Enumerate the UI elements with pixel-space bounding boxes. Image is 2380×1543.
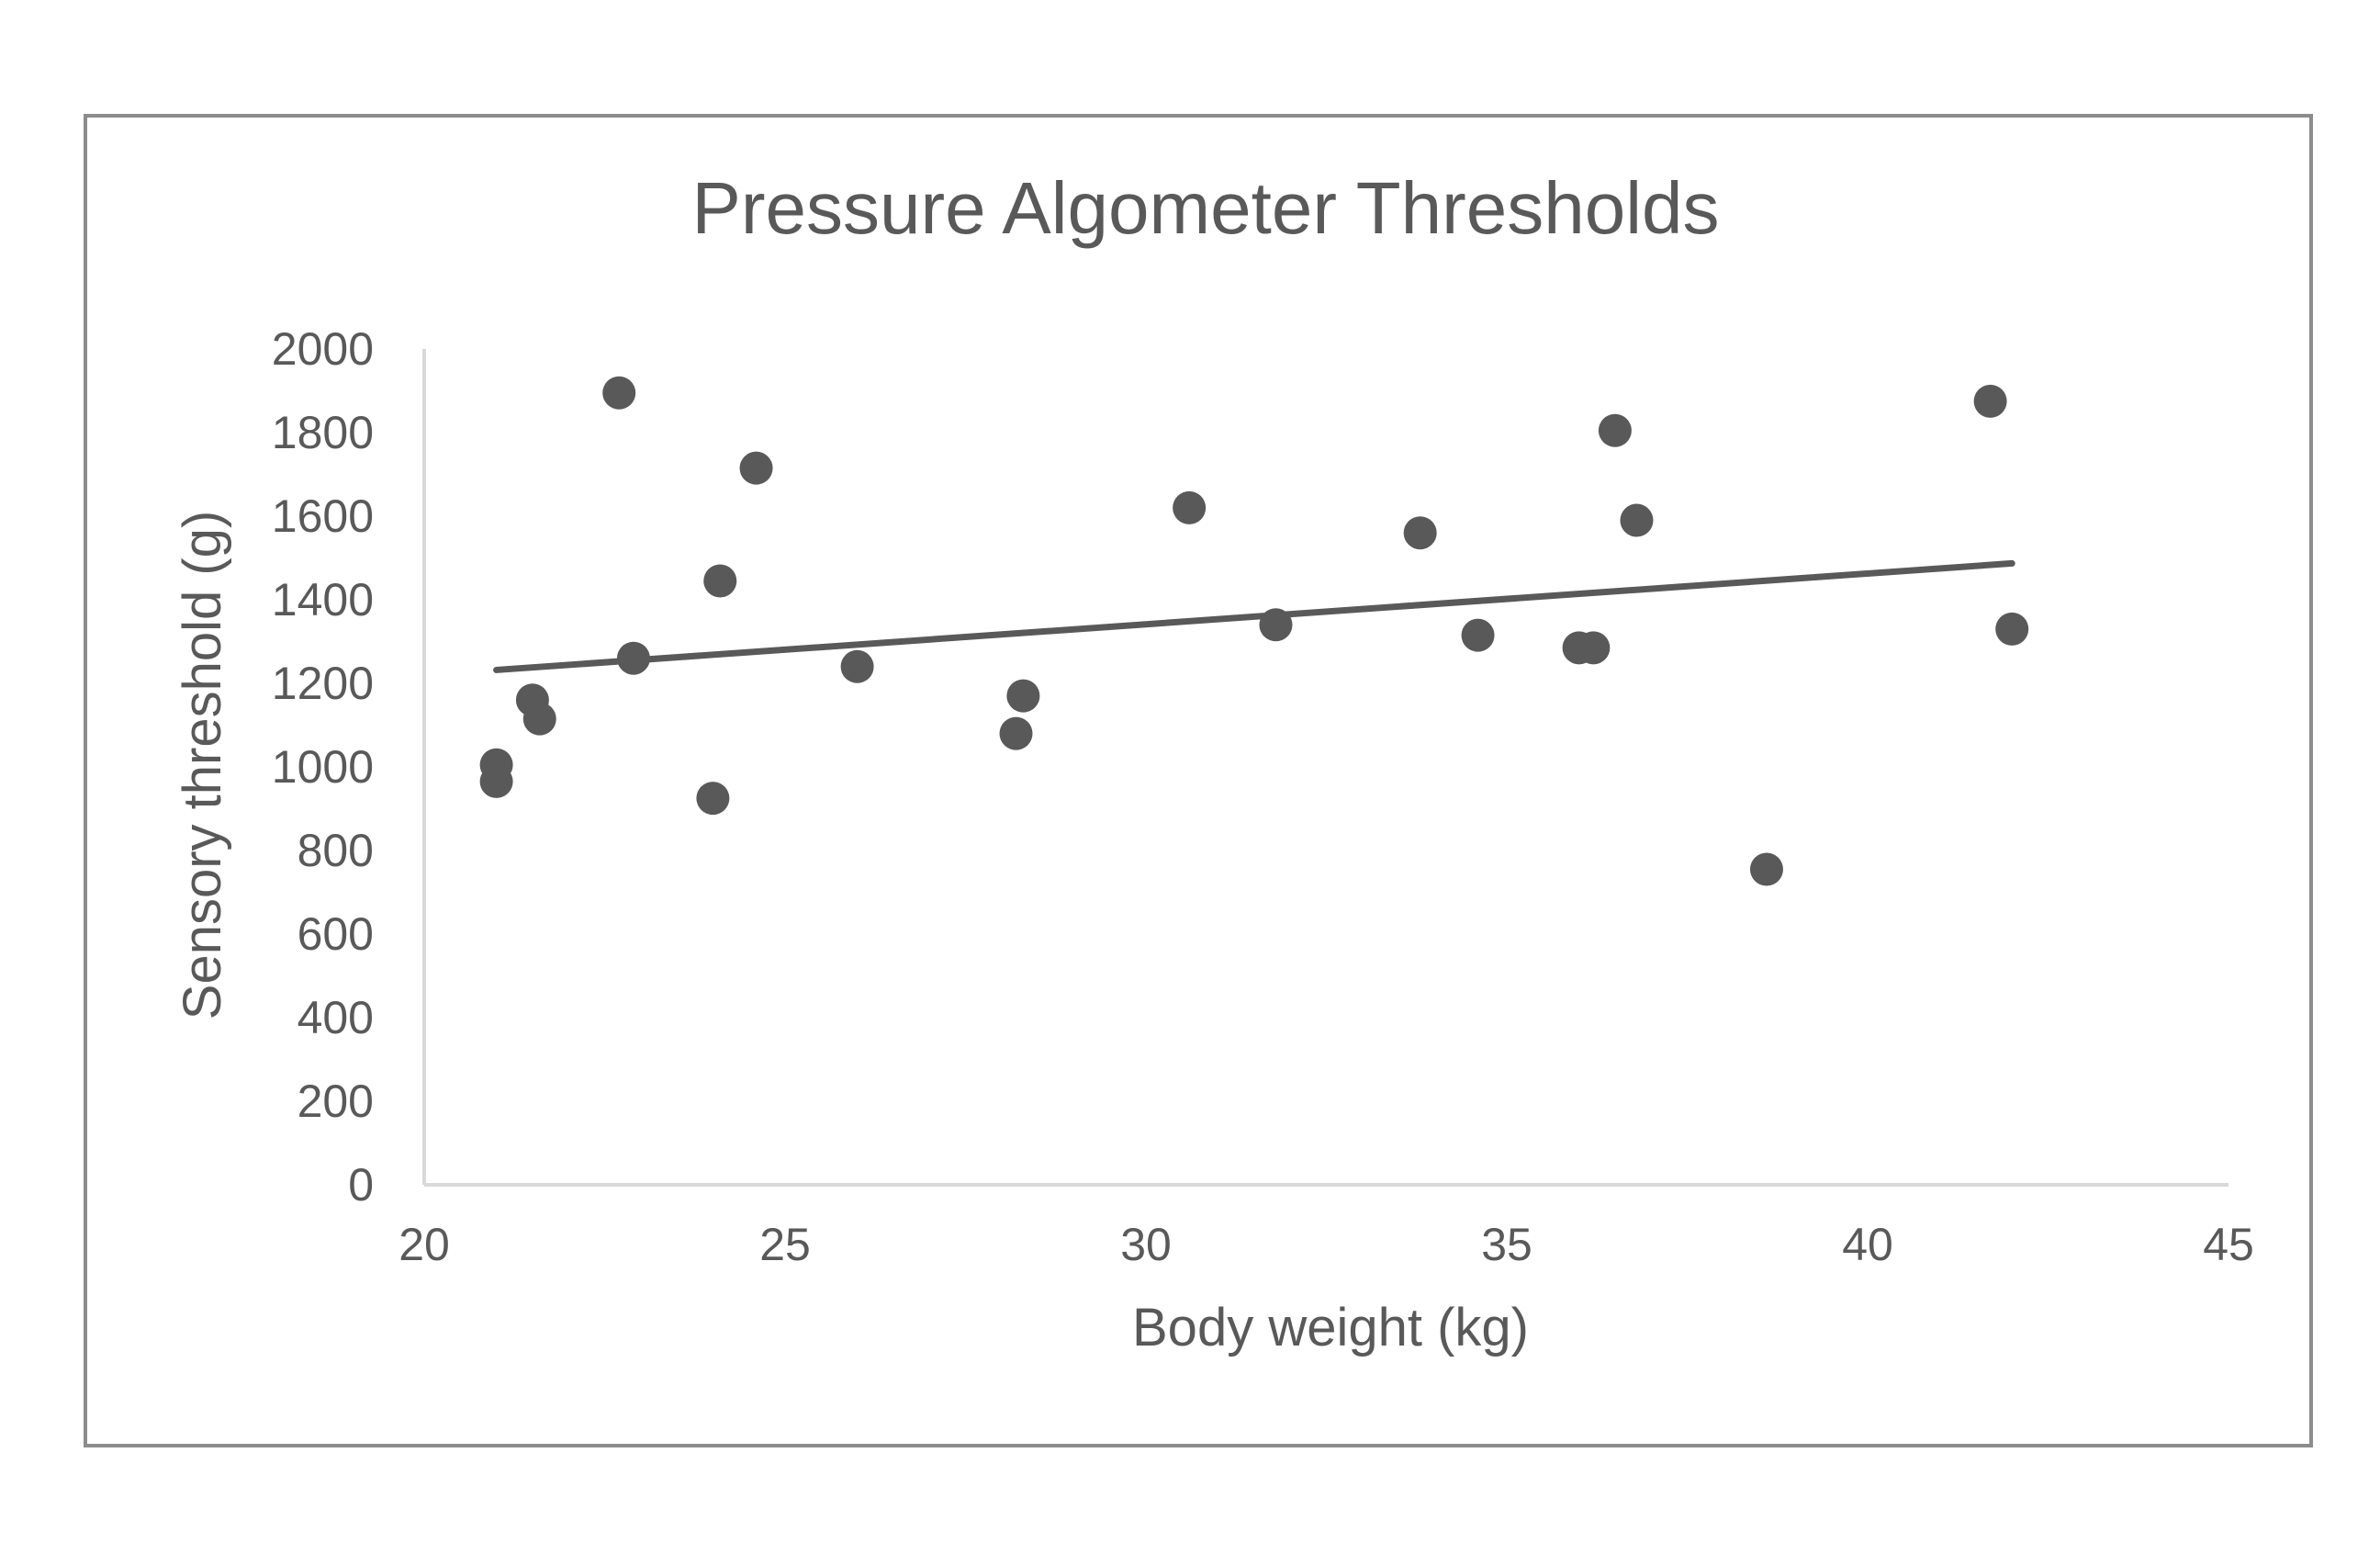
data-points xyxy=(479,376,2029,886)
x-axis-label: Body weight (kg) xyxy=(1132,1298,1529,1357)
data-point xyxy=(739,451,773,485)
data-point xyxy=(1403,516,1437,550)
y-tick-label: 1200 xyxy=(272,658,374,709)
x-tick-labels: 20 25 30 35 40 45 xyxy=(399,1219,2254,1270)
data-point xyxy=(522,702,556,736)
y-tick-label: 400 xyxy=(298,992,374,1043)
y-tick-labels: 0 200 400 600 800 1000 1200 1400 1600 1800 2000 xyxy=(272,323,374,1211)
x-tick-label: 30 xyxy=(1120,1219,1172,1270)
y-tick-label: 1800 xyxy=(272,407,374,458)
data-point xyxy=(1995,612,2029,646)
chart-frame: Pressure Algometer Thresholds 20 25 30 35 40… xyxy=(84,114,2313,1447)
x-tick-label: 45 xyxy=(2203,1219,2254,1270)
x-tick-label: 35 xyxy=(1481,1219,1532,1270)
data-point xyxy=(616,641,650,675)
data-point xyxy=(1461,618,1495,652)
data-point xyxy=(1259,608,1293,642)
y-tick-label: 1000 xyxy=(272,741,374,793)
data-point xyxy=(696,782,730,816)
y-axis-label: Sensory threshold (g) xyxy=(173,511,232,1019)
data-point xyxy=(1577,631,1611,665)
data-point xyxy=(479,764,513,798)
y-tick-label: 1400 xyxy=(272,574,374,625)
data-point xyxy=(1173,490,1207,524)
axes xyxy=(422,349,2228,1187)
x-tick-label: 25 xyxy=(759,1219,811,1270)
y-tick-label: 800 xyxy=(298,825,374,876)
trendline xyxy=(493,559,2015,673)
data-point xyxy=(1620,503,1654,537)
data-point xyxy=(1973,384,2007,418)
y-tick-label: 600 xyxy=(298,908,374,960)
scatter-chart: Pressure Algometer Thresholds 20 25 30 35 40… xyxy=(173,167,2254,1357)
chart-title: Pressure Algometer Thresholds xyxy=(691,167,1719,249)
x-tick-label: 40 xyxy=(1842,1219,1893,1270)
data-point xyxy=(602,376,636,410)
data-point xyxy=(1598,413,1632,447)
y-tick-label: 0 xyxy=(348,1159,374,1211)
y-tick-label: 1600 xyxy=(272,490,374,542)
data-point xyxy=(840,649,874,683)
y-tick-label: 200 xyxy=(298,1076,374,1127)
x-tick-label: 20 xyxy=(399,1219,450,1270)
y-tick-label: 2000 xyxy=(272,323,374,375)
data-point xyxy=(703,564,737,598)
data-point xyxy=(1006,679,1040,713)
data-point xyxy=(999,716,1033,750)
data-point xyxy=(1749,852,1783,886)
